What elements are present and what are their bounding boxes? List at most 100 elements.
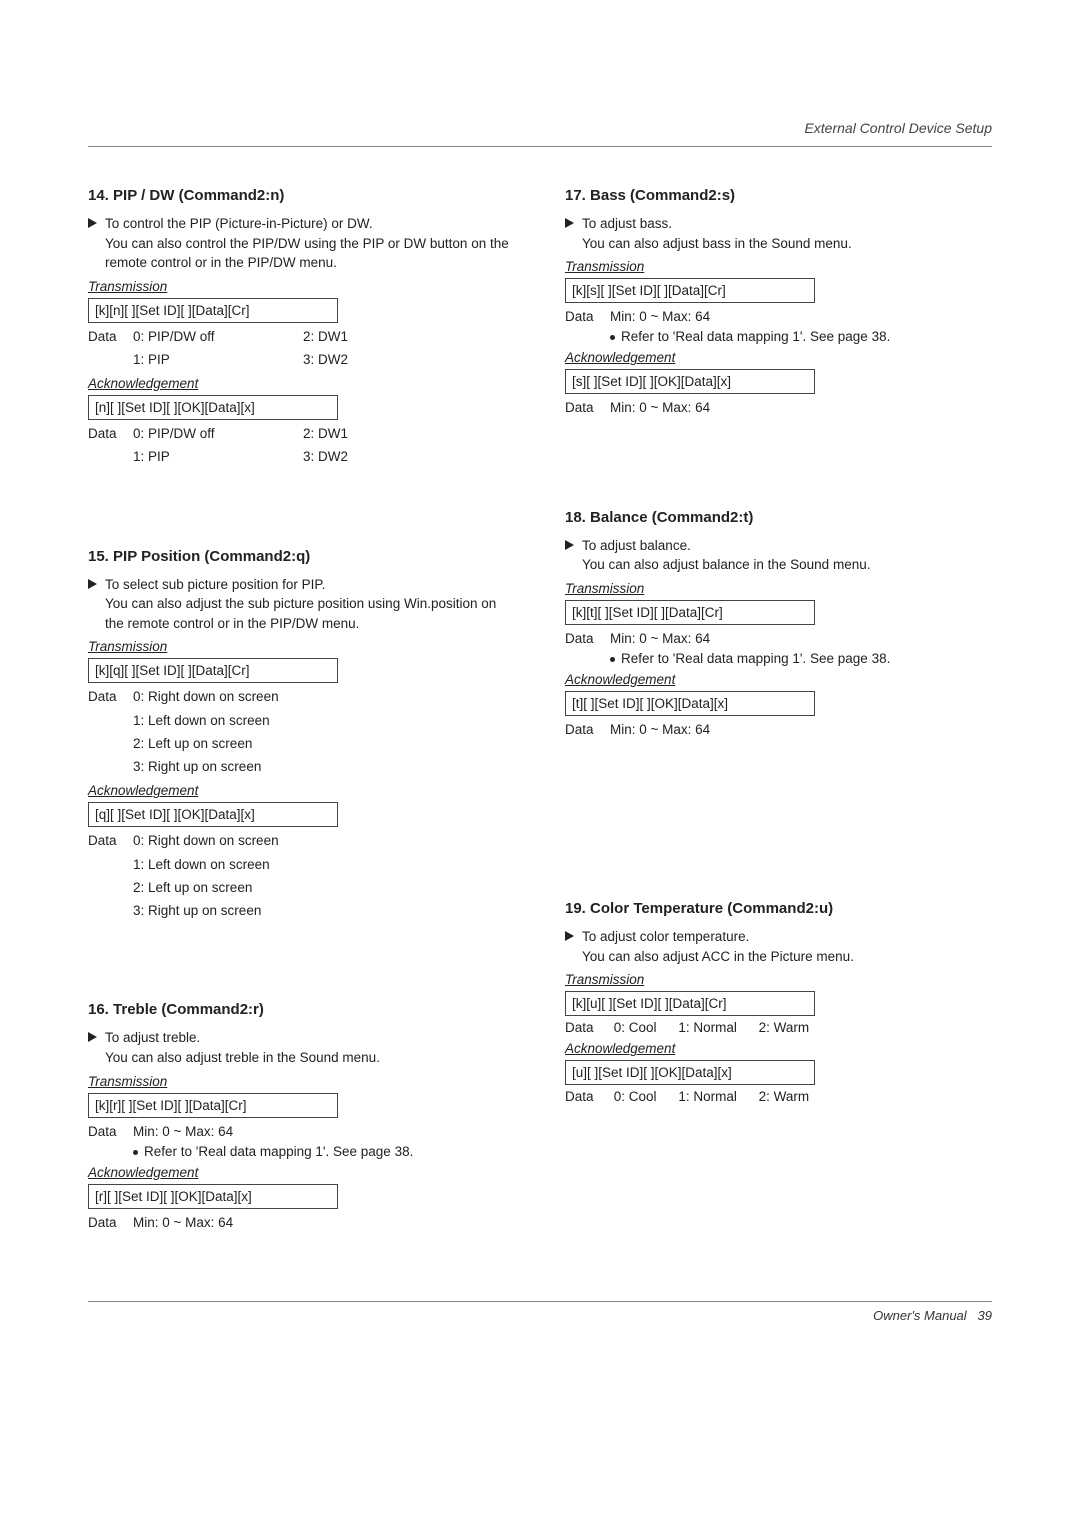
data-value: 2: Left up on screen <box>133 878 252 898</box>
data-key: Data <box>565 1020 610 1035</box>
data-value: 0: Cool <box>614 1020 657 1035</box>
data-value: 2: Left up on screen <box>133 734 252 754</box>
data-value: 1: PIP <box>133 447 303 467</box>
data-key: Data <box>88 687 133 707</box>
data-value: Min: 0 ~ Max: 64 <box>133 1213 233 1233</box>
ack-label: Acknowledgement <box>565 350 992 365</box>
ack-label: Acknowledgement <box>565 1041 992 1056</box>
desc-text: You can also adjust treble in the Sound … <box>105 1050 380 1065</box>
format-box: [k][q][ ][Set ID][ ][Data][Cr] <box>88 658 338 683</box>
format-box: [k][u][ ][Set ID][ ][Data][Cr] <box>565 991 815 1016</box>
data-key: Data <box>88 1122 133 1142</box>
data-value: 0: Right down on screen <box>133 831 279 851</box>
desc-text: To adjust balance. <box>582 538 691 553</box>
page-header: External Control Device Setup <box>88 120 992 136</box>
data-value: Min: 0 ~ Max: 64 <box>610 720 710 740</box>
desc-text: To control the PIP (Picture-in-Picture) … <box>105 216 373 231</box>
right-column: 17. Bass (Command2:s) To adjust bass. Yo… <box>565 187 992 1313</box>
data-key: Data <box>565 629 610 649</box>
transmission-label: Transmission <box>565 259 992 274</box>
section-title: 15. PIP Position (Command2:q) <box>88 548 515 565</box>
ack-label: Acknowledgement <box>88 783 515 798</box>
section-15: 15. PIP Position (Command2:q) To select … <box>88 548 515 922</box>
section-title: 18. Balance (Command2:t) <box>565 509 992 526</box>
arrow-icon <box>565 931 574 941</box>
format-box: [t][ ][Set ID][ ][OK][Data][x] <box>565 691 815 716</box>
format-box: [k][n][ ][Set ID][ ][Data][Cr] <box>88 298 338 323</box>
data-value: Min: 0 ~ Max: 64 <box>610 398 710 418</box>
data-key: Data <box>565 1089 610 1104</box>
data-key: Data <box>88 1213 133 1233</box>
bullet-icon <box>610 657 615 662</box>
section-16: 16. Treble (Command2:r) To adjust treble… <box>88 1001 515 1233</box>
data-key: Data <box>565 398 610 418</box>
data-value: 2: DW1 <box>303 424 348 444</box>
desc-text: To adjust bass. <box>582 216 672 231</box>
section-18: 18. Balance (Command2:t) To adjust balan… <box>565 509 992 741</box>
data-value: 3: Right up on screen <box>133 901 261 921</box>
data-value: 3: Right up on screen <box>133 757 261 777</box>
content-columns: 14. PIP / DW (Command2:n) To control the… <box>88 187 992 1313</box>
data-key: Data <box>88 831 133 851</box>
arrow-icon <box>88 1032 97 1042</box>
format-box: [k][s][ ][Set ID][ ][Data][Cr] <box>565 278 815 303</box>
format-box: [k][t][ ][Set ID][ ][Data][Cr] <box>565 600 815 625</box>
data-value: 1: Normal <box>678 1020 737 1035</box>
data-key: Data <box>565 720 610 740</box>
arrow-icon <box>88 218 97 228</box>
data-key: Data <box>88 327 133 347</box>
data-value: 2: Warm <box>759 1020 810 1035</box>
ack-label: Acknowledgement <box>565 672 992 687</box>
format-box: [u][ ][Set ID][ ][OK][Data][x] <box>565 1060 815 1085</box>
section-19: 19. Color Temperature (Command2:u) To ad… <box>565 900 992 1104</box>
transmission-label: Transmission <box>565 972 992 987</box>
footer-rule <box>88 1301 992 1302</box>
section-title: 19. Color Temperature (Command2:u) <box>565 900 992 917</box>
section-title: 14. PIP / DW (Command2:n) <box>88 187 515 204</box>
data-value: 0: Cool <box>614 1089 657 1104</box>
transmission-label: Transmission <box>88 639 515 654</box>
desc-text: You can also adjust balance in the Sound… <box>582 557 870 572</box>
data-value: Min: 0 ~ Max: 64 <box>610 307 710 327</box>
section-title: 16. Treble (Command2:r) <box>88 1001 515 1018</box>
desc-text: You can also adjust bass in the Sound me… <box>582 236 852 251</box>
section-17: 17. Bass (Command2:s) To adjust bass. Yo… <box>565 187 992 419</box>
data-value: 0: PIP/DW off <box>133 424 303 444</box>
header-rule <box>88 146 992 147</box>
section-14: 14. PIP / DW (Command2:n) To control the… <box>88 187 515 468</box>
note-text: Refer to 'Real data mapping 1'. See page… <box>621 329 890 344</box>
data-value: 0: Right down on screen <box>133 687 279 707</box>
transmission-label: Transmission <box>88 279 515 294</box>
desc-text: To select sub picture position for PIP. <box>105 577 325 592</box>
desc-text: You can also control the PIP/DW using th… <box>105 236 509 271</box>
desc-text: To adjust color temperature. <box>582 929 749 944</box>
data-value: 1: Left down on screen <box>133 855 270 875</box>
note-text: Refer to 'Real data mapping 1'. See page… <box>621 651 890 666</box>
data-value: 2: DW1 <box>303 327 348 347</box>
format-box: [r][ ][Set ID][ ][OK][Data][x] <box>88 1184 338 1209</box>
desc-text: You can also adjust ACC in the Picture m… <box>582 949 854 964</box>
bullet-icon <box>610 335 615 340</box>
data-value: Min: 0 ~ Max: 64 <box>133 1122 233 1142</box>
data-key: Data <box>88 424 133 444</box>
data-value: 1: Left down on screen <box>133 711 270 731</box>
format-box: [q][ ][Set ID][ ][OK][Data][x] <box>88 802 338 827</box>
transmission-label: Transmission <box>88 1074 515 1089</box>
data-value: 3: DW2 <box>303 447 348 467</box>
footer-label: Owner's Manual <box>873 1308 967 1323</box>
desc-text: To adjust treble. <box>105 1030 200 1045</box>
left-column: 14. PIP / DW (Command2:n) To control the… <box>88 187 515 1313</box>
data-value: 1: PIP <box>133 350 303 370</box>
format-box: [s][ ][Set ID][ ][OK][Data][x] <box>565 369 815 394</box>
arrow-icon <box>565 218 574 228</box>
note-text: Refer to 'Real data mapping 1'. See page… <box>144 1144 413 1159</box>
format-box: [n][ ][Set ID][ ][OK][Data][x] <box>88 395 338 420</box>
page-footer: Owner's Manual 39 <box>88 1293 992 1323</box>
bullet-icon <box>133 1150 138 1155</box>
data-value: 2: Warm <box>759 1089 810 1104</box>
arrow-icon <box>88 579 97 589</box>
footer-page: 39 <box>978 1308 992 1323</box>
desc-text: You can also adjust the sub picture posi… <box>105 596 496 631</box>
data-value: 0: PIP/DW off <box>133 327 303 347</box>
data-value: Min: 0 ~ Max: 64 <box>610 629 710 649</box>
